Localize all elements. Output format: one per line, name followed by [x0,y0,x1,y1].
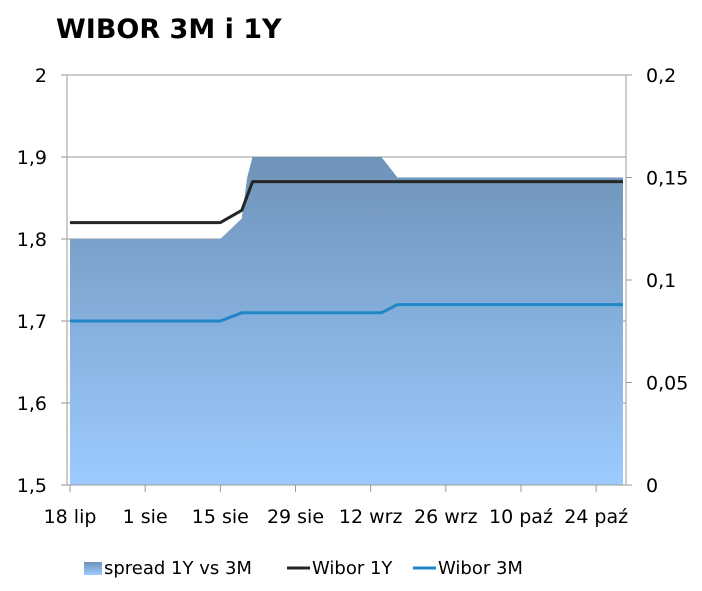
y-left-tick-label: 1,6 [17,393,47,415]
x-tick-label: 15 sie [192,506,249,528]
y-left-tick-label: 2 [35,65,47,87]
wibor-1y-line [70,180,623,225]
x-tick-label: 26 wrz [414,506,478,528]
y-left-tick-label: 1,5 [17,475,47,497]
y-right-tick-label: 0,05 [646,373,688,395]
y-left-tick-label: 1,7 [17,311,47,333]
legend-label-wibor-3m: Wibor 3M [438,558,523,579]
spread-area [70,157,623,485]
y-right-tick-label: 0,2 [646,65,676,87]
legend-swatch-spread [84,562,102,575]
y-left-tick-label: 1,8 [17,229,47,251]
x-tick-label: 10 paź [489,506,553,528]
y-right-tick-label: 0,1 [646,270,676,292]
axes [61,74,632,492]
series-lines [70,180,623,323]
legend-label-wibor-1y: Wibor 1Y [312,558,393,579]
y-right-tick-label: 0 [646,475,658,497]
x-tick-label: 24 paź [564,506,628,528]
x-tick-label: 29 sie [267,506,324,528]
x-tick-label: 1 sie [123,506,168,528]
plot-area [70,157,623,485]
chart-title: WIBOR 3M i 1Y [56,14,282,45]
wibor-3m-line [70,303,623,323]
legend: spread 1Y vs 3M Wibor 1Y Wibor 3M [84,558,523,579]
tick-labels: 2 1,9 1,8 1,7 1,6 1,5 0,2 0,15 0,1 0,05 0 18 lip 1 s… [17,65,689,528]
y-left-tick-label: 1,9 [17,147,47,169]
legend-label-spread: spread 1Y vs 3M [104,558,252,579]
x-tick-label: 18 lip [44,506,97,528]
y-right-tick-label: 0,15 [646,168,688,190]
x-tick-label: 12 wrz [339,506,403,528]
